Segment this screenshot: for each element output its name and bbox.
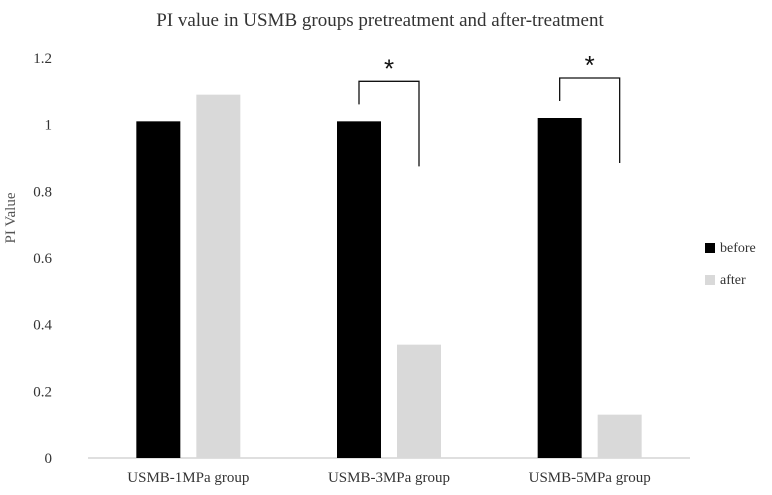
y-tick-label: 0.2 xyxy=(33,384,52,400)
legend: before after xyxy=(705,241,756,288)
bar-before-3 xyxy=(537,118,582,458)
bar-after-3 xyxy=(597,414,642,458)
legend-label: before xyxy=(720,241,756,256)
x-category-label: USMB-3MPa group xyxy=(328,470,450,486)
significance-star: * xyxy=(384,53,394,83)
y-axis-ticks: 0 0.2 0.4 0.6 0.8 1 1.2 xyxy=(33,51,52,467)
legend-swatch-before xyxy=(705,243,715,253)
x-axis-categories: USMB-1MPa group USMB-3MPa group USMB-5MPa … xyxy=(127,470,650,486)
y-axis-label: PI Value xyxy=(3,192,19,243)
bars xyxy=(136,94,642,459)
bar-before-1 xyxy=(136,121,181,458)
y-tick-label: 0.4 xyxy=(33,318,52,334)
y-tick-label: 1.2 xyxy=(33,51,52,67)
y-tick-label: 0.8 xyxy=(33,184,52,200)
x-category-label: USMB-5MPa group xyxy=(529,470,651,486)
y-tick-label: 0.6 xyxy=(33,251,52,267)
legend-label: after xyxy=(720,273,746,288)
y-tick-label: 1 xyxy=(45,118,53,134)
bar-after-2 xyxy=(397,344,441,458)
bar-before-2 xyxy=(337,121,381,458)
bar-after-1 xyxy=(196,94,241,459)
significance-bracket xyxy=(559,77,621,163)
significance-bracket xyxy=(358,80,420,167)
significance-brackets: * * xyxy=(358,50,621,167)
chart-title: PI value in USMB groups pretreatment and… xyxy=(156,10,604,31)
x-category-label: USMB-1MPa group xyxy=(127,470,249,486)
y-tick-label: 0 xyxy=(45,451,53,467)
legend-swatch-after xyxy=(705,275,715,285)
significance-star: * xyxy=(585,50,595,80)
